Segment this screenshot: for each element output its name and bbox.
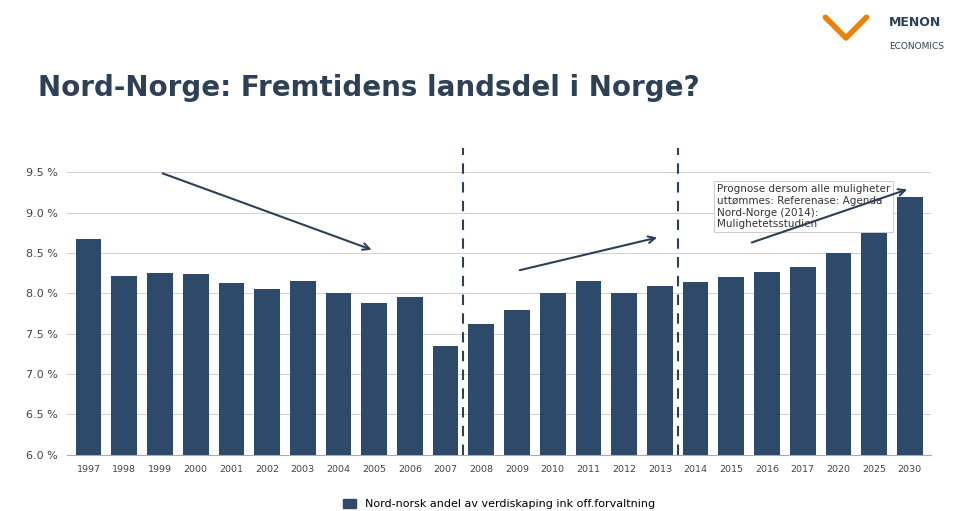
Bar — [540, 293, 565, 511]
Bar — [861, 229, 887, 511]
Bar — [790, 267, 816, 511]
Bar — [254, 289, 280, 511]
Text: Nord-Norge: Fremtidens landsdel i Norge?: Nord-Norge: Fremtidens landsdel i Norge? — [38, 74, 700, 102]
Text: MENON: MENON — [889, 15, 941, 29]
Text: 1997-2030. KILDE: SSB OG MENON (PROGNOSER): 1997-2030. KILDE: SSB OG MENON (PROGNOSE… — [10, 48, 338, 60]
Bar — [397, 297, 422, 511]
Bar — [111, 275, 137, 511]
Legend: Nord-norsk andel av verdiskaping ink off.forvaltning: Nord-norsk andel av verdiskaping ink off… — [339, 495, 660, 511]
Bar — [468, 324, 494, 511]
Bar — [147, 273, 173, 511]
Text: ECONOMICS: ECONOMICS — [889, 42, 944, 52]
Bar — [504, 310, 530, 511]
Bar — [290, 282, 316, 511]
Bar — [718, 277, 744, 511]
Bar — [755, 272, 780, 511]
Bar — [433, 346, 459, 511]
Bar — [361, 303, 387, 511]
Text: NORD-NORGES ANDEL AV TOTAL VERDISKAPING I FASTLANDS-NORGE,: NORD-NORGES ANDEL AV TOTAL VERDISKAPING … — [10, 13, 475, 26]
Bar — [647, 286, 673, 511]
Bar — [826, 253, 852, 511]
Bar — [576, 282, 601, 511]
Bar — [612, 293, 637, 511]
Bar — [76, 239, 102, 511]
Bar — [182, 274, 208, 511]
Bar — [683, 282, 708, 511]
Bar — [897, 197, 923, 511]
Bar — [219, 283, 244, 511]
Text: Prognose dersom alle muligheter
uttømmes: Referenase: Agenda
Nord-Norge (2014):
: Prognose dersom alle muligheter uttømmes… — [717, 184, 890, 229]
Bar — [325, 293, 351, 511]
